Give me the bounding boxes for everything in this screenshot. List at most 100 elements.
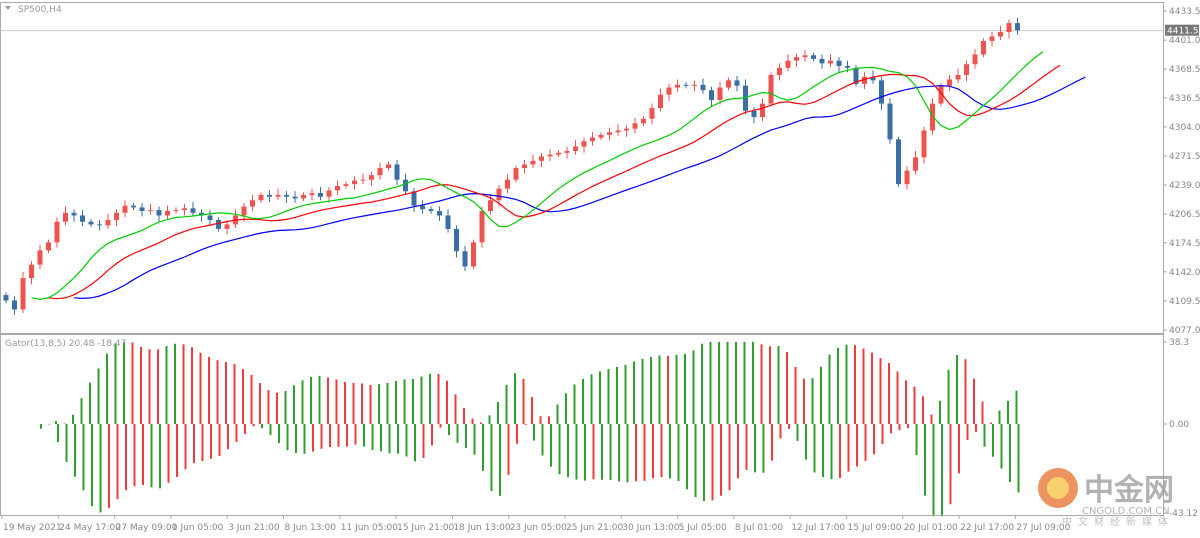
bull-candle (675, 84, 680, 88)
bear-candle (420, 205, 425, 210)
bull-candle (539, 156, 544, 161)
bull-candle (607, 132, 612, 135)
bull-candle (556, 152, 561, 155)
bull-candle (479, 210, 485, 243)
bull-candle (972, 54, 978, 65)
bull-candle (564, 151, 570, 153)
x-tick-label: 15 Jun 21:00 (397, 523, 454, 533)
bull-candle (258, 194, 264, 201)
bull-candle (624, 128, 629, 131)
bear-candle (199, 212, 204, 216)
bull-candle (726, 80, 731, 88)
bear-candle (207, 215, 213, 220)
bear-candle (811, 55, 816, 59)
bear-candle (284, 194, 289, 197)
cngold-watermark-logo: 中金网 CNGOLD.COM.CN 中文财经新媒体 (1038, 468, 1174, 526)
bear-candle (88, 221, 94, 225)
collapse-triangle-icon[interactable] (5, 6, 11, 10)
x-tick-label: 23 Jun 05:00 (510, 523, 567, 533)
bear-candle (454, 228, 459, 252)
bull-candle (343, 184, 349, 186)
bull-candle (250, 200, 255, 207)
x-tick-label: 27 Jul 09:00 (1016, 523, 1070, 533)
bull-candle (573, 146, 578, 152)
x-tick-label: 8 Jun 13:00 (285, 523, 337, 533)
x-tick-label: 12 Jul 17:00 (791, 523, 845, 533)
bear-candle (411, 191, 417, 206)
bear-candle (131, 205, 136, 208)
x-tick-label: 27 May 09:00 (116, 523, 178, 533)
gator-y-tick-label: -43.12 (1169, 509, 1198, 519)
bull-candle (760, 103, 765, 118)
bear-candle (71, 212, 77, 216)
bear-candle (428, 209, 434, 211)
y-tick-label: 4109.5 (1169, 297, 1200, 307)
bull-candle (802, 55, 808, 58)
bull-candle (615, 130, 621, 133)
alligator-lines (31, 51, 1086, 300)
bull-candle (590, 137, 595, 142)
bull-candle (981, 40, 986, 55)
bull-candle (1006, 23, 1012, 33)
bear-candle (97, 224, 102, 226)
bear-candle (190, 208, 196, 213)
bull-candle (122, 205, 128, 213)
bear-candle (445, 215, 451, 229)
bull-candle (913, 157, 918, 171)
bear-candle (853, 67, 859, 84)
bull-candle (309, 193, 315, 195)
bull-candle (148, 210, 153, 212)
bull-candle (717, 87, 723, 101)
bull-candle (20, 278, 26, 310)
bull-candle (964, 64, 969, 75)
x-tick-label: 30 Jun 13:00 (622, 523, 679, 533)
current-price-label: 4411.5 (1167, 27, 1199, 37)
bull-candle (224, 224, 230, 229)
bull-candle (666, 87, 672, 95)
bull-candle (513, 168, 519, 180)
bear-candle (683, 84, 689, 86)
bull-candle (377, 168, 383, 176)
bear-candle (709, 90, 714, 101)
bear-candle (318, 193, 323, 197)
symbol-title: SP500,H4 (18, 5, 62, 15)
bull-candle (632, 123, 638, 129)
bull-candle (275, 194, 281, 197)
x-tick-label: 3 Jun 21:00 (228, 523, 280, 533)
bull-candle (173, 210, 179, 212)
gator-pane-frame (0, 334, 1164, 516)
indicator-label: Gator(13,8,5) 20.48 -18.47 (5, 339, 126, 349)
bull-candle (785, 60, 791, 68)
svg-text:中金网: 中金网 (1084, 473, 1174, 508)
bull-candle (777, 67, 782, 75)
bull-candle (471, 242, 476, 267)
y-tick-label: 4433.5 (1169, 7, 1200, 17)
bull-candle (335, 185, 340, 191)
bull-candle (46, 242, 51, 251)
bull-candle (165, 210, 170, 216)
bull-candle (904, 170, 910, 185)
x-tick-label: 15 Jul 09:00 (848, 523, 902, 533)
x-tick-label: 1 Jun 05:00 (172, 523, 224, 533)
y-tick-label: 4077.0 (1169, 326, 1200, 336)
bull-candle (105, 219, 111, 226)
y-tick-label: 4368.5 (1169, 65, 1200, 75)
x-tick-label: 8 Jul 01:00 (735, 523, 784, 533)
x-tick-label: 18 Jun 13:00 (453, 523, 510, 533)
bull-candle (938, 85, 944, 104)
x-tick-label: 24 May 17:00 (59, 523, 121, 533)
bull-candle (114, 212, 119, 220)
teeth-line (48, 64, 1061, 300)
gator-y-tick-label: 0.00 (1169, 420, 1189, 430)
gator-y-tick-label: 38.3 (1169, 338, 1189, 348)
y-tick-label: 4239.0 (1169, 181, 1200, 191)
bear-candle (896, 139, 901, 185)
bear-candle (734, 80, 740, 86)
bull-candle (326, 190, 332, 197)
x-tick-label: 5 Jul 05:00 (679, 523, 728, 533)
bull-candle (301, 194, 306, 199)
bear-candle (819, 58, 825, 64)
bear-candle (156, 210, 162, 216)
x-tick-label: 22 Jul 17:00 (960, 523, 1014, 533)
